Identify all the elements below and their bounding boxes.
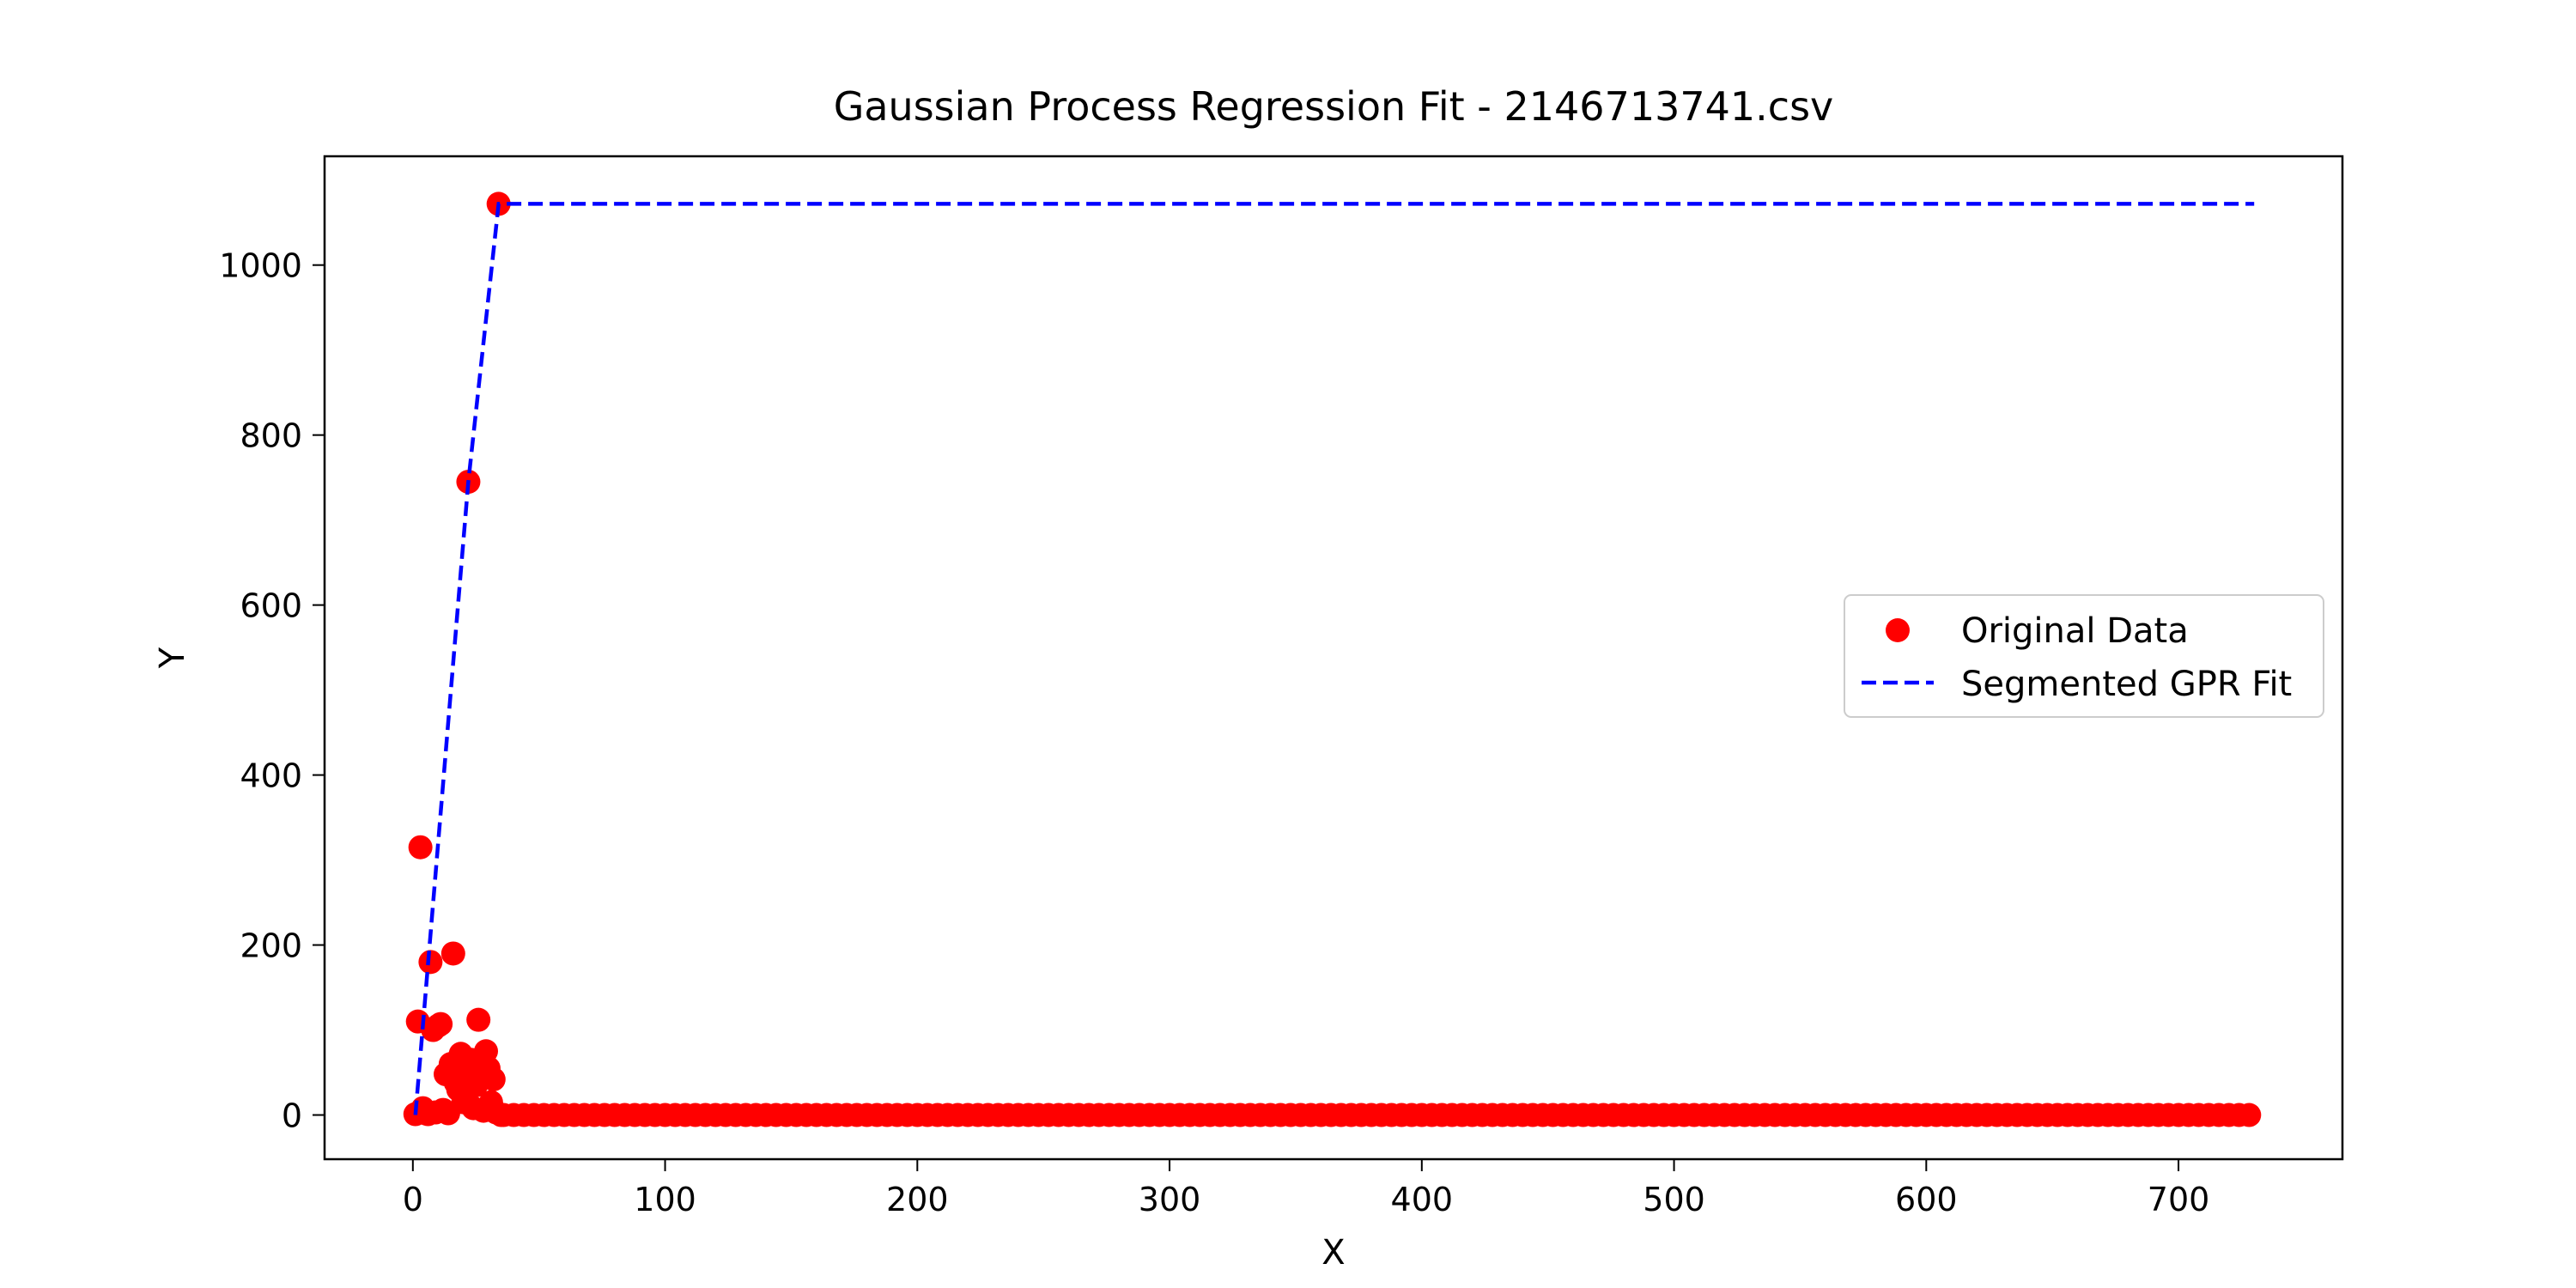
x-tick-label: 0 bbox=[403, 1181, 423, 1218]
data-point bbox=[481, 1066, 506, 1091]
x-tick-label: 700 bbox=[2148, 1181, 2210, 1218]
data-point bbox=[440, 941, 465, 966]
gpr-fit-line bbox=[413, 202, 2255, 1115]
data-point bbox=[408, 835, 433, 860]
y-tick-label: 0 bbox=[282, 1097, 302, 1135]
x-tick-label: 400 bbox=[1391, 1181, 1454, 1218]
x-tick-label: 500 bbox=[1643, 1181, 1705, 1218]
y-tick-label: 800 bbox=[240, 417, 302, 455]
legend-box bbox=[1844, 594, 2324, 718]
y-tick-label: 200 bbox=[240, 927, 302, 965]
data-point bbox=[418, 950, 443, 975]
legend-marker-original-data bbox=[1886, 618, 1910, 642]
x-axis-label: X bbox=[1321, 1233, 1345, 1273]
y-tick-label: 1000 bbox=[219, 247, 302, 285]
x-tick-label: 600 bbox=[1895, 1181, 1958, 1218]
chart-title: Gaussian Process Regression Fit - 214671… bbox=[834, 83, 1834, 130]
y-tick-label: 600 bbox=[240, 587, 302, 625]
data-point bbox=[466, 1007, 491, 1032]
legend: Original Data Segmented GPR Fit bbox=[1844, 594, 2324, 718]
legend-label-original-data: Original Data bbox=[1961, 611, 2189, 651]
plot-area bbox=[403, 191, 2262, 1127]
legend-label-gpr-fit: Segmented GPR Fit bbox=[1961, 665, 2292, 704]
y-axis-label: Y bbox=[153, 647, 192, 669]
x-tick-label: 100 bbox=[634, 1181, 696, 1218]
plot-frame bbox=[323, 155, 2344, 1161]
axis-ticks: 0 100 200 300 400 500 600 700 0 200 400 600 800 1000 bbox=[219, 247, 2209, 1218]
x-tick-label: 200 bbox=[886, 1181, 949, 1218]
x-tick-label: 300 bbox=[1139, 1181, 1201, 1218]
data-point bbox=[428, 1012, 453, 1036]
data-point bbox=[2237, 1103, 2262, 1127]
y-tick-label: 400 bbox=[240, 757, 302, 795]
